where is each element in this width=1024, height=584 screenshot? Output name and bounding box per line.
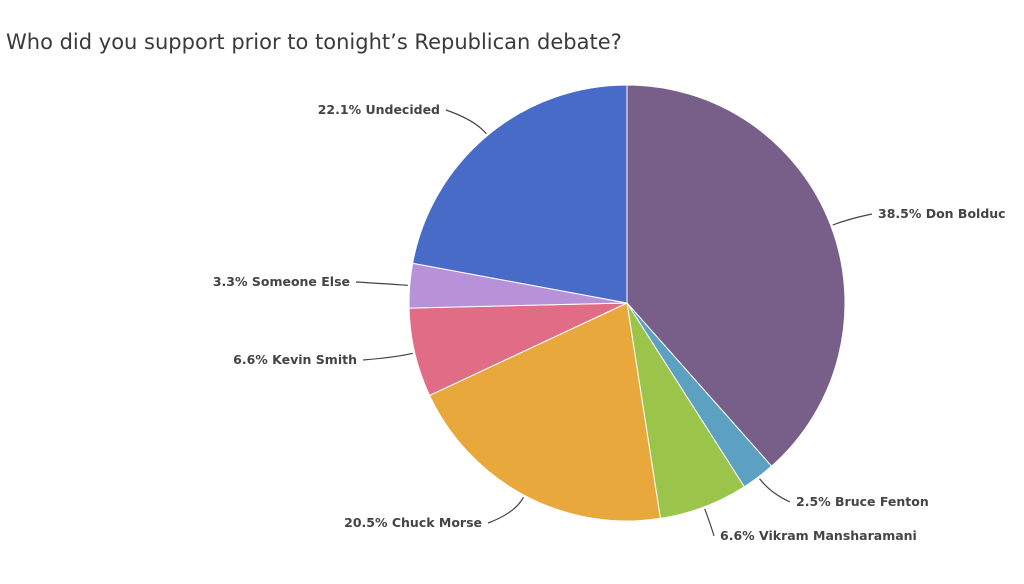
slice-label-bruce-fenton: 2.5% Bruce Fenton [796, 494, 929, 509]
pie-slice-don-bolduc [626, 84, 846, 467]
leader-line-don-bolduc [832, 213, 873, 226]
chart-title: Who did you support prior to tonight’s R… [6, 30, 622, 54]
leader-line-someone-else [355, 281, 408, 286]
slice-label-vikram-mansharamani: 6.6% Vikram Mansharamani [720, 528, 917, 543]
slice-label-don-bolduc: 38.5% Don Bolduc [878, 206, 1006, 221]
slice-label-kevin-smith: 6.6% Kevin Smith [233, 352, 357, 367]
leader-line-kevin-smith [362, 352, 413, 361]
leader-line-vikram-mansharamani [704, 508, 715, 537]
pie-slice-chuck-morse [428, 302, 661, 522]
slice-label-someone-else: 3.3% Someone Else [213, 274, 350, 289]
leader-line-bruce-fenton [759, 478, 791, 503]
slice-label-undecided: 22.1% Undecided [318, 102, 440, 117]
pie-slice-undecided [412, 84, 628, 304]
leader-line-undecided [445, 109, 487, 135]
slice-label-chuck-morse: 20.5% Chuck Morse [344, 515, 482, 530]
leader-line-chuck-morse [487, 496, 525, 524]
